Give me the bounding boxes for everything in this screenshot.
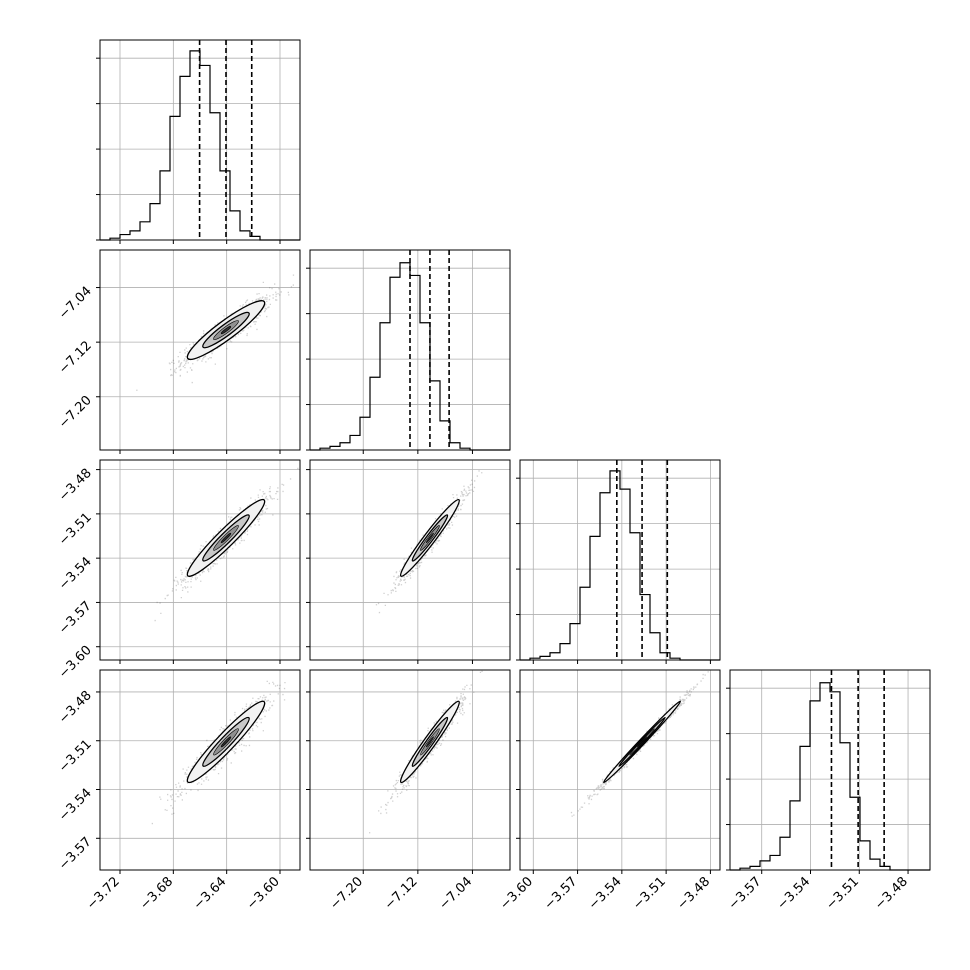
x-tick-label: −3.51: [630, 874, 669, 913]
histogram-step-line: [310, 262, 510, 451]
joint-content: [369, 670, 483, 834]
joint-panel-1-3: −7.20 −7.12 −7.04: [306, 669, 511, 913]
joint-content: [570, 671, 709, 817]
histogram-panel-0: [96, 39, 301, 244]
x-tick-label: −7.04: [437, 874, 476, 913]
contour-level-3: [425, 532, 434, 544]
y-tick-label: −3.51: [56, 510, 95, 549]
panel-frame: [519, 669, 721, 871]
panel-frame: [309, 249, 511, 451]
x-tick-label: −3.68: [137, 874, 176, 913]
contour-level-3: [636, 736, 648, 748]
x-tick-label: −3.48: [872, 874, 911, 913]
joint-panel-0-3: −3.72 −3.68 −3.64 −3.60 −3.57 −3.54 −3.51 −3.48: [56, 669, 301, 913]
histogram-panel-2: [516, 459, 721, 664]
contour-level-3: [220, 532, 232, 544]
joint-panel-1-2: [306, 459, 511, 664]
y-tick-label: −3.54: [56, 786, 95, 825]
x-tick-label: −3.64: [191, 874, 230, 913]
y-tick-label: −3.57: [56, 599, 95, 638]
x-tick-label: −3.60: [244, 874, 283, 913]
panel-frame: [99, 459, 301, 661]
contour-level-3: [425, 736, 434, 748]
panel-frame: [729, 669, 931, 871]
joint-content: [375, 470, 483, 614]
y-tick-label: −7.04: [56, 284, 95, 323]
y-tick-label: −3.54: [56, 554, 95, 593]
x-tick-label: −3.60: [497, 874, 536, 913]
x-tick-label: −7.12: [382, 874, 421, 913]
histogram-step-line: [100, 50, 300, 241]
y-tick-label: −7.12: [56, 338, 95, 377]
x-tick-label: −3.57: [542, 874, 581, 913]
contour-level-3: [220, 736, 232, 748]
panel-frame: [519, 459, 721, 661]
y-tick-label: −3.51: [56, 737, 95, 776]
y-tick-label: −3.48: [56, 466, 95, 505]
panel-frame: [99, 669, 301, 871]
histogram-step-line: [730, 682, 930, 871]
contour-level-3: [220, 326, 232, 335]
panel-frame: [309, 459, 511, 661]
x-tick-label: −3.57: [726, 874, 765, 913]
joint-content: [151, 680, 286, 825]
x-tick-label: −3.54: [586, 874, 625, 913]
joint-content: [154, 467, 299, 622]
panel-frame: [309, 669, 511, 871]
y-tick-label: −3.60: [56, 643, 95, 682]
joint-panel-0-2: −3.60 −3.57 −3.54 −3.51 −3.48: [56, 459, 301, 682]
joint-panel-2-3: −3.60 −3.57 −3.54 −3.51 −3.48: [497, 669, 721, 913]
x-tick-label: −3.51: [823, 874, 862, 913]
histogram-panel-3: −3.57 −3.54 −3.51 −3.48: [726, 669, 931, 913]
y-tick-label: −3.57: [56, 835, 95, 874]
x-tick-label: −7.20: [327, 874, 366, 913]
x-tick-label: −3.54: [775, 874, 814, 913]
x-tick-label: −3.48: [674, 874, 713, 913]
histogram-step-line: [520, 470, 720, 661]
y-tick-label: −7.20: [56, 393, 95, 432]
panel-frame: [99, 39, 301, 241]
y-tick-label: −3.48: [56, 688, 95, 727]
panel-frame: [99, 249, 301, 451]
x-tick-label: −3.72: [84, 874, 123, 913]
joint-panel-0-1: −7.20 −7.12 −7.04: [56, 249, 301, 454]
histogram-panel-1: [306, 249, 511, 454]
joint-content: [136, 274, 295, 391]
